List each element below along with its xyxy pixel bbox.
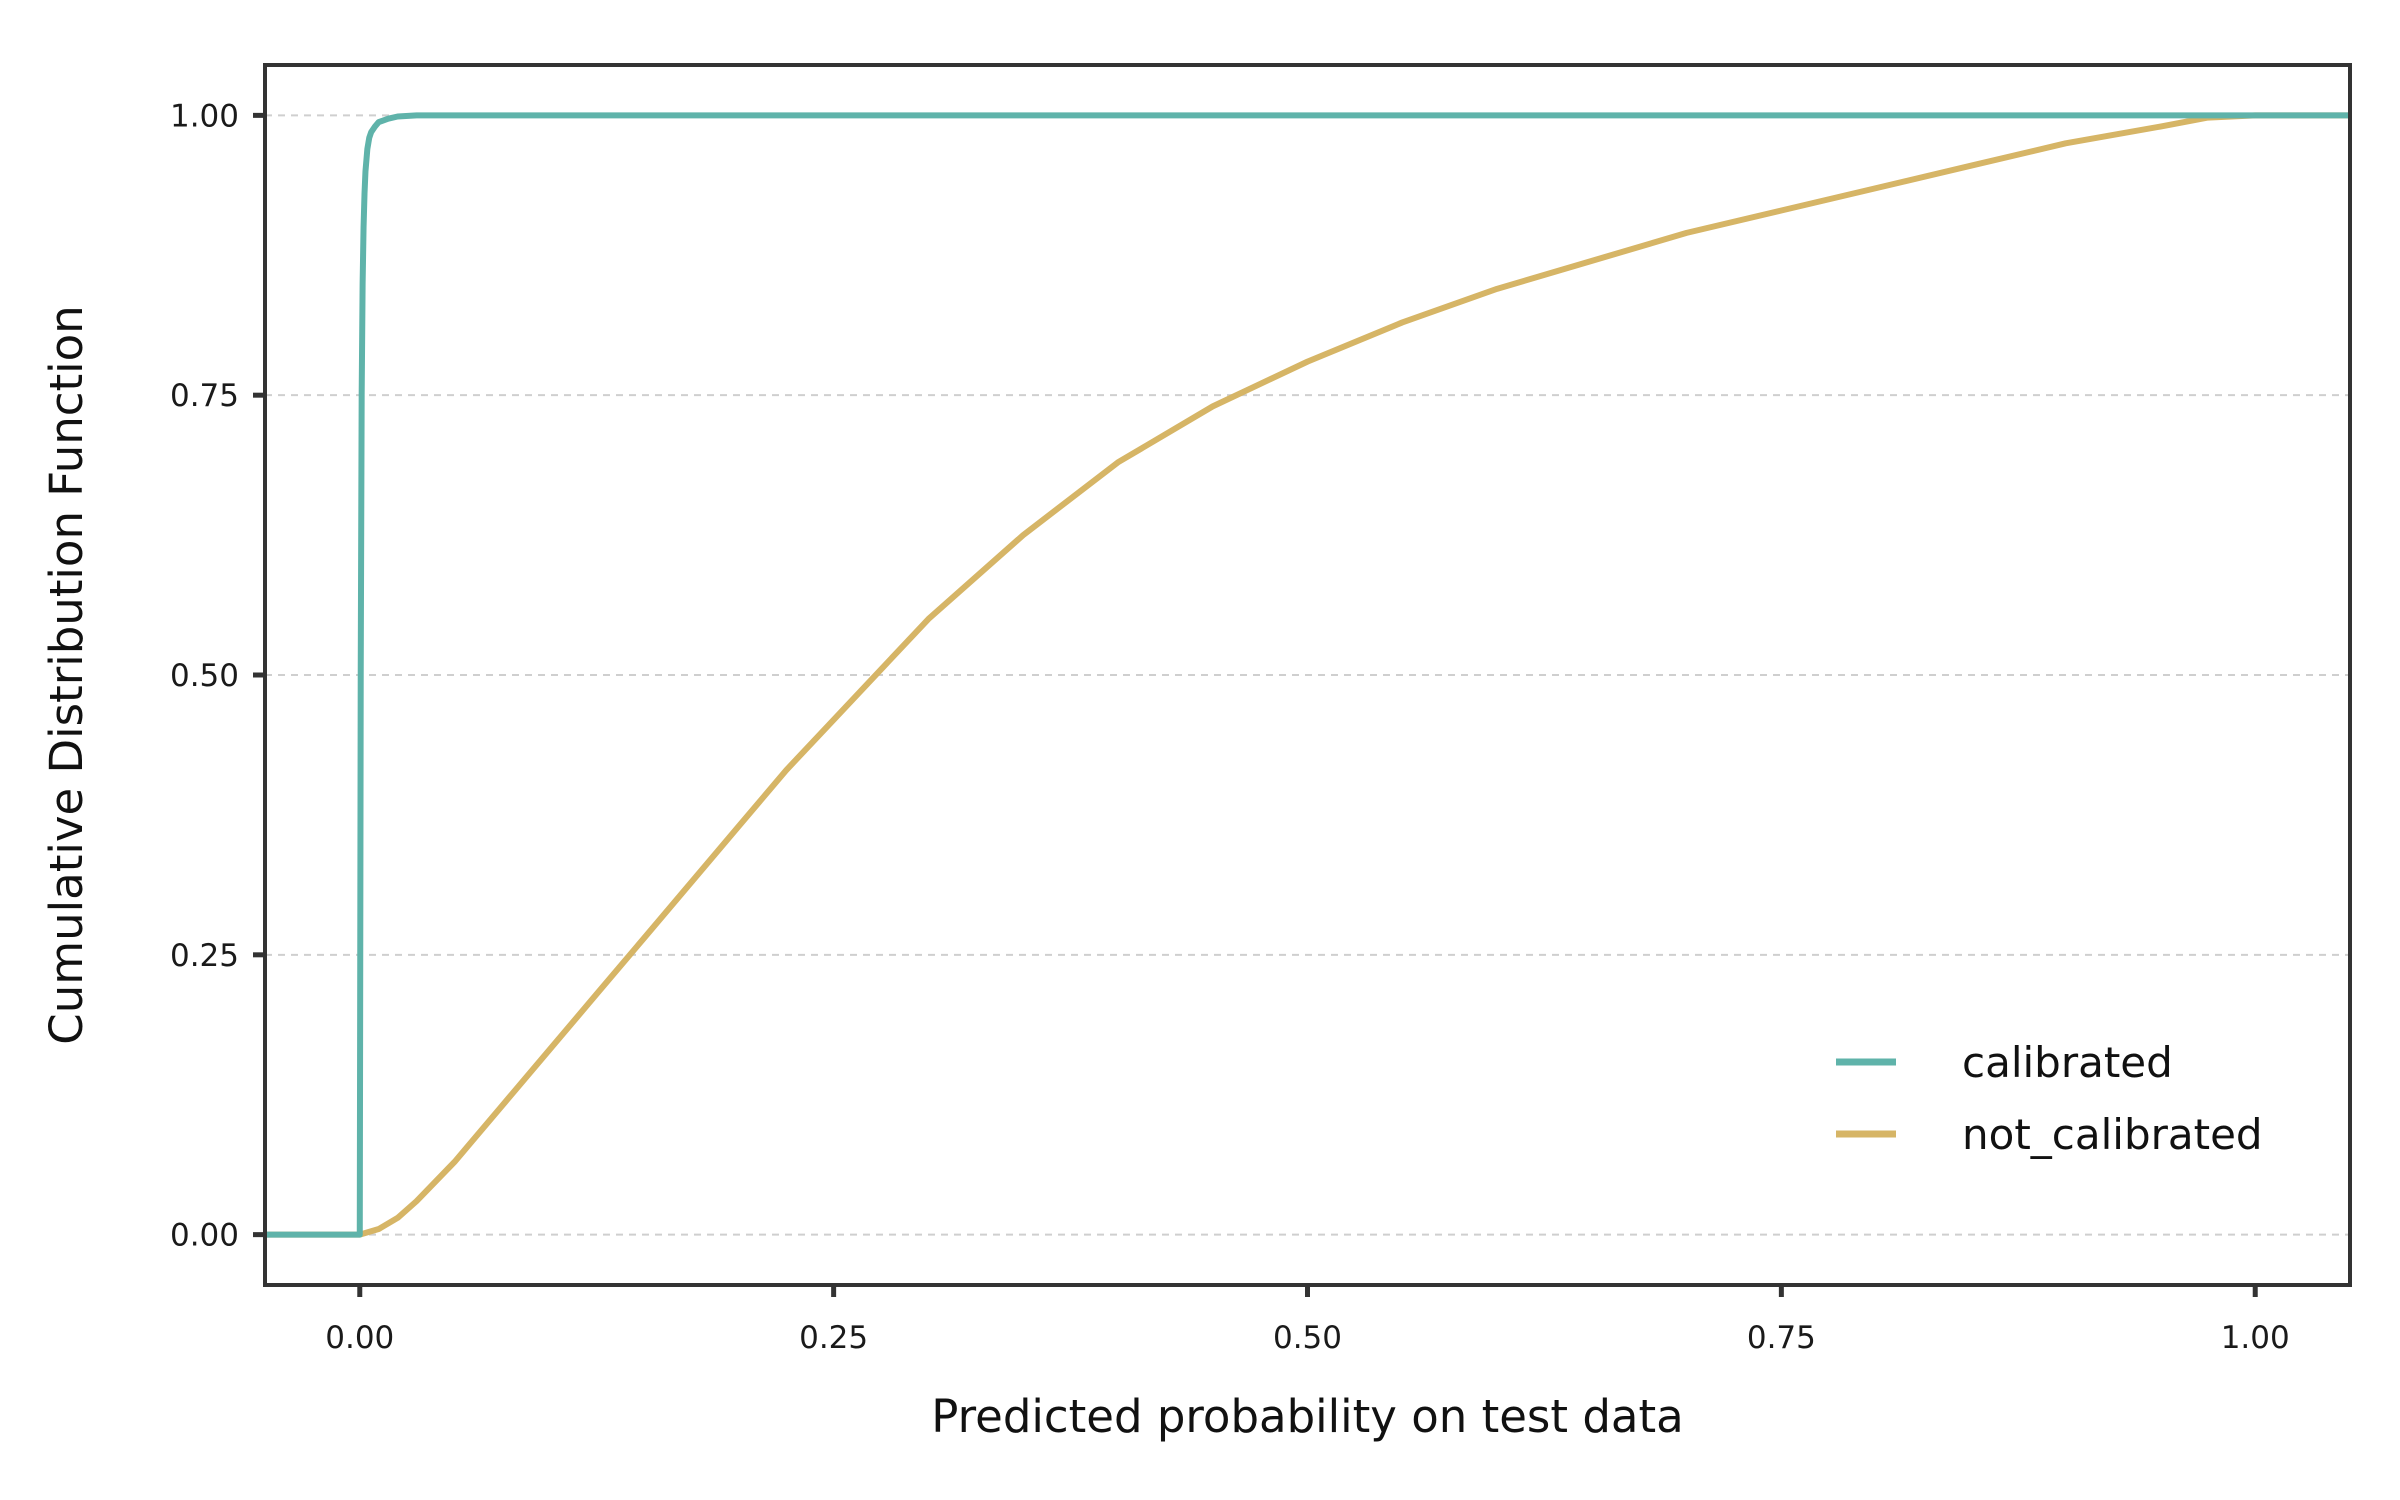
x-tick-label-4: 1.00 <box>2221 1320 2290 1356</box>
legend: calibrated not_calibrated <box>1836 1038 2263 1159</box>
x-tick-label-0: 0.00 <box>325 1320 394 1356</box>
x-tick-label-1: 0.25 <box>799 1320 868 1356</box>
x-tick-label-2: 0.50 <box>1273 1320 1342 1356</box>
y-tick-label-1: 0.25 <box>170 938 239 974</box>
x-axis-title: Predicted probability on test data <box>931 1390 1683 1443</box>
y-tick-label-4: 1.00 <box>170 98 239 134</box>
legend-label-calibrated: calibrated <box>1962 1038 2173 1087</box>
legend-label-not-calibrated: not_calibrated <box>1962 1110 2263 1159</box>
ticks-layer: 0.00 0.25 0.50 0.75 1.00 0.00 0.25 0.50 0.75 1.00 <box>170 98 2290 1356</box>
y-tick-label-0: 0.00 <box>170 1218 239 1254</box>
y-tick-label-3: 0.75 <box>170 378 239 414</box>
series-line-not-calibrated <box>265 112 2350 1238</box>
series-layer <box>265 112 2350 1238</box>
x-tick-label-3: 0.75 <box>1747 1320 1816 1356</box>
y-axis-title: Cumulative Distribution Function <box>40 305 93 1044</box>
y-tick-label-2: 0.50 <box>170 658 239 694</box>
series-line-calibrated <box>265 112 2350 1238</box>
